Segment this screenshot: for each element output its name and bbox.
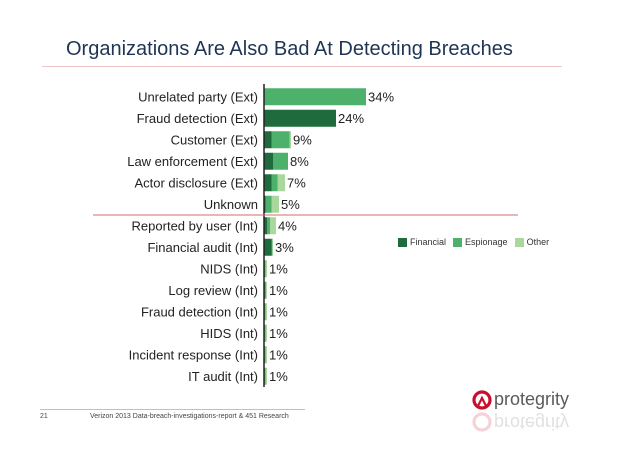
value-label-law-enforcement-ext: 8% — [290, 154, 309, 169]
value-label-unknown: 5% — [281, 197, 300, 212]
category-label-incident-response-int: Incident response (Int) — [129, 347, 258, 362]
legend-item-espionage: Espionage — [453, 237, 508, 247]
value-label-log-review-int: 1% — [269, 283, 288, 298]
bar-financial-customer-ext — [264, 131, 272, 149]
bar-financial-financial-audit-int — [264, 238, 272, 256]
bar-other-it-audit-int — [265, 367, 267, 385]
value-label-reported-by-user-int: 4% — [278, 218, 297, 233]
title-divider — [42, 66, 562, 67]
company-logo: protegrity protegrity — [472, 386, 592, 442]
legend-swatch-espionage — [453, 237, 463, 247]
value-label-fraud-detection-int: 1% — [269, 304, 288, 319]
source-citation: Verizon 2013 Data-breach-investigations-… — [89, 413, 289, 420]
bar-other-unknown — [271, 195, 279, 213]
chart-legend: Financial Espionage Other — [398, 237, 549, 247]
legend-label-financial: Financial — [410, 237, 447, 247]
category-label-fraud-detection-ext: Fraud detection (Ext) — [137, 111, 258, 126]
legend-item-other: Other — [514, 237, 550, 247]
page-number: 21 — [40, 413, 48, 420]
bar-espionage-customer-ext — [271, 131, 290, 149]
bar-other-customer-ext — [289, 131, 291, 149]
legend-swatch-financial — [398, 237, 407, 247]
bar-other-nids-int — [265, 260, 267, 278]
bar-espionage-actor-disclosure-ext — [271, 174, 278, 192]
legend-swatch-other — [514, 237, 524, 247]
category-label-customer-ext: Customer (Ext) — [171, 132, 258, 147]
category-label-actor-disclosure-ext: Actor disclosure (Ext) — [134, 175, 258, 190]
bar-other-fraud-detection-int — [265, 303, 267, 321]
category-label-unrelated-party-ext: Unrelated party (Ext) — [138, 89, 258, 104]
logo-wordmark: protegrity — [494, 389, 570, 409]
slide-footer: 21 Verizon 2013 Data-breach-investigatio… — [40, 409, 305, 420]
value-label-fraud-detection-ext: 24% — [338, 111, 364, 126]
bar-espionage-financial-audit-int — [271, 238, 273, 256]
value-label-actor-disclosure-ext: 7% — [287, 175, 306, 190]
bar-other-financial-audit-int — [272, 238, 273, 256]
category-label-reported-by-user-int: Reported by user (Int) — [132, 218, 258, 233]
bar-financial-reported-by-user-int — [264, 217, 267, 235]
bar-financial-actor-disclosure-ext — [264, 174, 272, 192]
logo-mark-icon — [472, 390, 492, 410]
bar-espionage-unrelated-party-ext — [264, 88, 366, 106]
value-label-financial-audit-int: 3% — [275, 240, 294, 255]
category-label-log-review-int: Log review (Int) — [168, 283, 258, 298]
bar-other-log-review-int — [266, 281, 267, 299]
bar-other-hids-int — [265, 324, 267, 342]
value-label-it-audit-int: 1% — [269, 369, 288, 384]
logo-mark-reflection-icon — [472, 412, 492, 432]
value-label-nids-int: 1% — [269, 261, 288, 276]
category-label-nids-int: NIDS (Int) — [200, 261, 258, 276]
legend-label-other: Other — [526, 237, 550, 247]
value-label-incident-response-int: 1% — [269, 347, 288, 362]
bar-espionage-unknown — [265, 195, 272, 213]
category-label-it-audit-int: IT audit (Int) — [188, 369, 258, 384]
category-label-fraud-detection-int: Fraud detection (Int) — [141, 304, 258, 319]
category-label-hids-int: HIDS (Int) — [200, 326, 258, 341]
legend-label-espionage: Espionage — [465, 237, 508, 247]
bar-espionage-law-enforcement-ext — [273, 152, 288, 170]
slide-title: Organizations Are Also Bad At Detecting … — [66, 38, 513, 60]
bar-financial-fraud-detection-ext — [264, 109, 336, 127]
category-label-financial-audit-int: Financial audit (Int) — [147, 240, 258, 255]
bar-espionage-reported-by-user-int — [267, 217, 270, 235]
bar-espionage-log-review-int — [264, 281, 267, 299]
value-label-unrelated-party-ext: 34% — [368, 89, 394, 104]
bar-other-actor-disclosure-ext — [277, 174, 285, 192]
bar-financial-law-enforcement-ext — [264, 152, 273, 170]
value-label-hids-int: 1% — [269, 326, 288, 341]
logo-reflection: protegrity — [472, 412, 592, 436]
bar-other-incident-response-int — [265, 346, 267, 364]
logo-wordmark-reflection: protegrity — [494, 413, 570, 433]
category-label-law-enforcement-ext: Law enforcement (Ext) — [127, 154, 258, 169]
bar-other-reported-by-user-int — [270, 217, 276, 235]
value-label-customer-ext: 9% — [293, 132, 312, 147]
legend-item-financial: Financial — [398, 237, 446, 247]
category-label-unknown: Unknown — [204, 197, 258, 212]
